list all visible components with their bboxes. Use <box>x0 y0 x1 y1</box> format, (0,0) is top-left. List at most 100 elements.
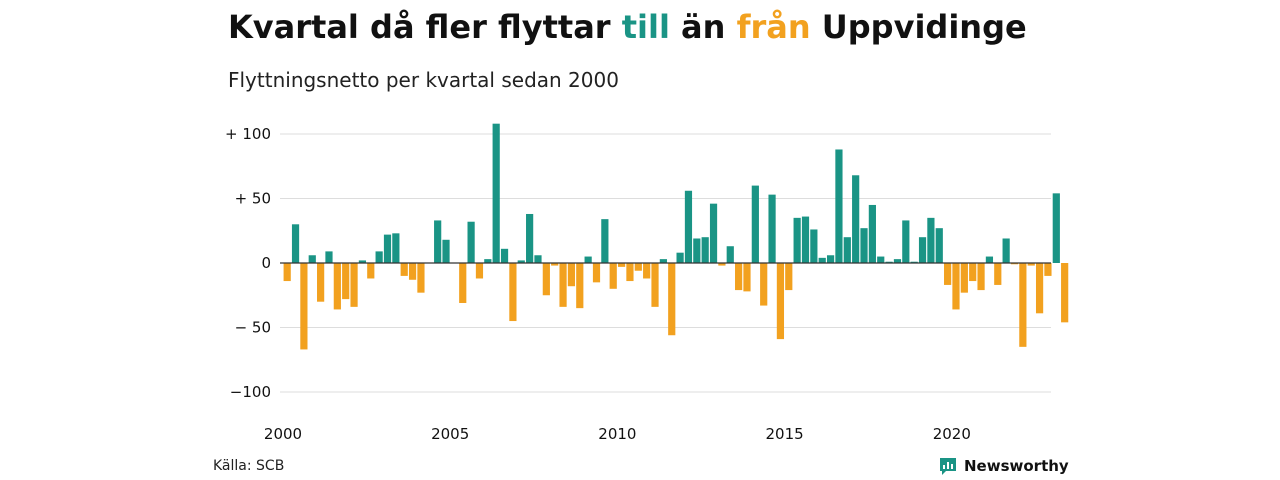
y-tick-label: + 100 <box>225 125 271 143</box>
title-part-3: Uppvidinge <box>810 8 1027 46</box>
bar <box>852 175 860 263</box>
bar <box>601 219 609 263</box>
bar <box>935 228 943 263</box>
bar <box>751 185 759 263</box>
x-tick-label: 2005 <box>431 425 469 443</box>
bar <box>743 263 751 292</box>
bar <box>317 263 325 302</box>
bar <box>793 217 801 263</box>
bar <box>709 203 718 263</box>
chart-title: Kvartal då fler flyttar till än från Upp… <box>228 8 1027 46</box>
bar <box>1027 263 1035 266</box>
bar <box>475 263 484 279</box>
title-till: till <box>621 8 670 46</box>
title-part-2: än <box>669 8 737 46</box>
bar <box>492 123 500 264</box>
bar <box>1035 263 1044 314</box>
bar <box>459 263 467 303</box>
bar <box>810 229 818 263</box>
bar <box>291 224 300 263</box>
bar <box>785 263 793 291</box>
bar <box>969 263 977 282</box>
bar <box>392 233 400 263</box>
x-tick-label: 2020 <box>933 425 971 443</box>
bar <box>417 263 425 293</box>
bar <box>442 239 450 263</box>
bar <box>534 255 542 263</box>
bar <box>617 263 626 267</box>
x-axis-labels: 2000 2005 2010 2015 2020 <box>264 425 971 443</box>
x-tick-label: 2000 <box>264 425 302 443</box>
bar <box>684 190 693 263</box>
bar <box>1044 263 1052 276</box>
bar <box>584 256 592 263</box>
bar <box>977 263 985 291</box>
x-tick-label: 2015 <box>766 425 804 443</box>
bar <box>609 263 617 289</box>
bar <box>484 259 492 263</box>
brand-logo: Newsworthy <box>938 456 1069 476</box>
bar <box>659 259 667 263</box>
bar <box>342 263 350 300</box>
bars <box>283 123 1069 350</box>
bar <box>1002 238 1010 263</box>
grid-lines <box>280 133 1051 393</box>
bar <box>760 263 768 306</box>
bar <box>668 263 676 336</box>
bar <box>500 248 509 263</box>
bar <box>826 255 835 263</box>
bar <box>885 261 893 263</box>
bar <box>634 263 642 271</box>
bar <box>893 259 902 263</box>
bar <box>944 263 952 285</box>
bar <box>952 263 960 310</box>
bar <box>843 237 851 263</box>
y-tick-label: −100 <box>230 383 271 401</box>
bar <box>567 263 576 287</box>
bar <box>283 263 291 282</box>
bar <box>1010 263 1019 265</box>
title-fran: från <box>736 8 811 46</box>
bar <box>910 261 918 263</box>
bar <box>375 251 383 263</box>
bar <box>350 263 358 307</box>
bar <box>735 263 743 291</box>
newsworthy-logo-icon <box>940 458 956 475</box>
bar <box>902 220 910 263</box>
y-tick-label: − 50 <box>235 319 271 337</box>
bar <box>325 251 333 263</box>
bar <box>467 221 475 263</box>
bar <box>626 263 634 282</box>
bar <box>517 260 525 263</box>
bar <box>333 263 341 310</box>
bar <box>693 238 701 263</box>
bar <box>701 237 709 263</box>
title-part-1: Kvartal då fler flyttar <box>228 8 622 46</box>
bar <box>1061 263 1069 323</box>
y-tick-label: 0 <box>261 254 271 272</box>
bar <box>408 263 417 280</box>
bar <box>835 149 843 263</box>
bar <box>367 263 375 279</box>
bar <box>383 234 392 263</box>
chart-subtitle: Flyttningsnetto per kvartal sedan 2000 <box>228 68 619 92</box>
bar <box>542 263 550 296</box>
bar <box>400 263 408 276</box>
bar <box>818 257 826 263</box>
x-tick-label: 2010 <box>598 425 636 443</box>
bar <box>718 263 726 266</box>
bar <box>643 263 651 279</box>
bar <box>985 256 994 263</box>
bar <box>308 255 316 263</box>
bar <box>918 237 927 263</box>
bar <box>559 263 567 307</box>
bar <box>592 263 601 283</box>
y-axis-labels: + 100 + 50 0 − 50 −100 <box>225 125 271 401</box>
bar <box>860 228 868 263</box>
bar <box>676 252 684 263</box>
bar <box>551 263 559 266</box>
bar <box>801 216 810 263</box>
bar <box>651 263 659 307</box>
bar-chart: + 100 + 50 0 − 50 −100 2000 2005 2010 2015 2020 <box>225 123 1069 443</box>
bar <box>300 263 308 350</box>
